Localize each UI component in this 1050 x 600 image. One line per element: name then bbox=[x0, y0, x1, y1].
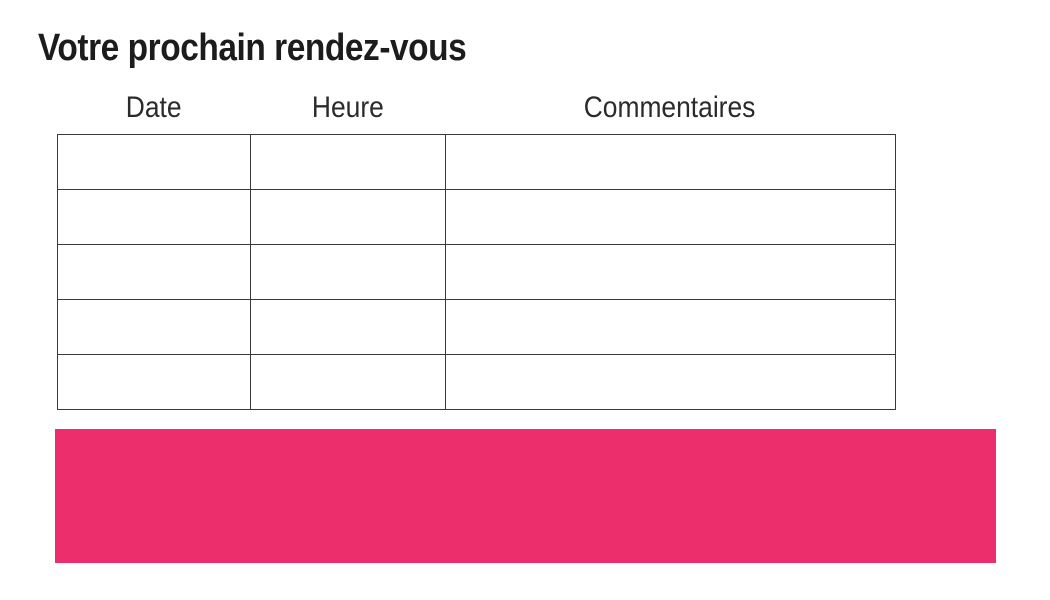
cell-date[interactable] bbox=[57, 134, 251, 190]
column-header-commentaires-label: Commentaires bbox=[584, 91, 756, 124]
cell-heure[interactable] bbox=[250, 134, 446, 190]
cell-heure[interactable] bbox=[250, 244, 446, 300]
cell-commentaires[interactable] bbox=[445, 354, 896, 410]
cell-commentaires[interactable] bbox=[445, 299, 896, 355]
cell-heure[interactable] bbox=[250, 299, 446, 355]
cell-date[interactable] bbox=[57, 354, 251, 410]
cell-heure[interactable] bbox=[250, 354, 446, 410]
cell-heure[interactable] bbox=[250, 189, 446, 245]
cell-commentaires[interactable] bbox=[445, 189, 896, 245]
cell-date[interactable] bbox=[57, 299, 251, 355]
column-header-commentaires: Commentaires bbox=[445, 90, 895, 126]
column-header-date: Date bbox=[57, 90, 250, 126]
column-header-heure: Heure bbox=[250, 90, 445, 126]
table-row bbox=[57, 354, 896, 410]
table-row bbox=[57, 189, 896, 245]
cell-date[interactable] bbox=[57, 244, 251, 300]
cell-date[interactable] bbox=[57, 189, 251, 245]
table-row bbox=[57, 134, 896, 190]
pink-banner bbox=[55, 429, 996, 563]
appointments-table bbox=[57, 134, 896, 410]
table-row bbox=[57, 299, 896, 355]
column-header-date-label: Date bbox=[125, 91, 182, 124]
page-title: Votre prochain rendez-vous bbox=[38, 27, 467, 69]
cell-commentaires[interactable] bbox=[445, 244, 896, 300]
table-header-row: Date Heure Commentaires bbox=[57, 90, 895, 126]
cell-commentaires[interactable] bbox=[445, 134, 896, 190]
column-header-heure-label: Heure bbox=[311, 91, 384, 124]
table-row bbox=[57, 244, 896, 300]
